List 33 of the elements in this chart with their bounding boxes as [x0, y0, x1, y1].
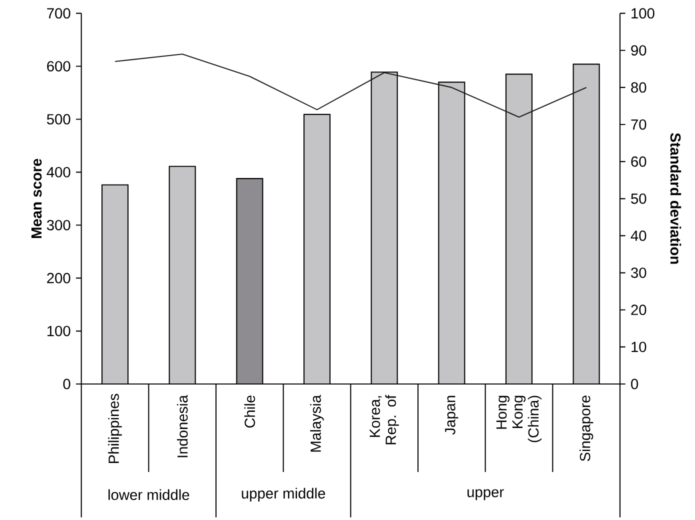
- y2-tick-label: 90: [631, 45, 646, 56]
- text: lower middle: [108, 489, 190, 500]
- x-tick-label: Malaysia: [310, 394, 324, 452]
- line-series: [114, 54, 587, 118]
- x-tick-label: Korea, Rep. of: [370, 394, 399, 444]
- y-tick-label: 200: [47, 272, 70, 284]
- y-tick-label: 400: [46, 167, 70, 178]
- y-tick-label: 600: [47, 61, 70, 72]
- y-tick-label: 700: [47, 8, 70, 19]
- y-tick-label: 500: [46, 114, 70, 124]
- y2-tick-label: 70: [631, 119, 646, 130]
- y-tick-label: 0: [63, 378, 70, 390]
- y2-tick-label: 10: [632, 342, 646, 352]
- x-tick-label: Hong Kong (China): [496, 396, 542, 442]
- y2-tick-label: 20: [631, 304, 646, 316]
- x-tick-label: Chile: [244, 396, 256, 428]
- y2-axis-title: Standard deviation: [670, 133, 682, 264]
- y2-tick-label: 30: [631, 268, 646, 278]
- y-tick-label: 300: [46, 220, 70, 230]
- y2-tick-label: 40: [630, 230, 646, 241]
- text: upper middle: [242, 488, 326, 502]
- y-axis-title: Mean score: [31, 158, 42, 238]
- y2-tick-label: 50: [631, 193, 646, 204]
- y2-tick-label: 100: [632, 8, 654, 19]
- y2-tick-label: 0: [631, 378, 638, 390]
- x-tick-label: Indonesia: [176, 394, 188, 458]
- x-tick-label: Singapore: [579, 396, 594, 462]
- y2-tick-label: 80: [631, 82, 646, 93]
- x-tick-label: Japan: [445, 396, 458, 435]
- y-tick-label: 100: [47, 326, 70, 336]
- text: upper: [468, 489, 504, 500]
- x-tick-label: Philippines: [108, 394, 122, 464]
- y2-tick-label: 60: [631, 156, 646, 167]
